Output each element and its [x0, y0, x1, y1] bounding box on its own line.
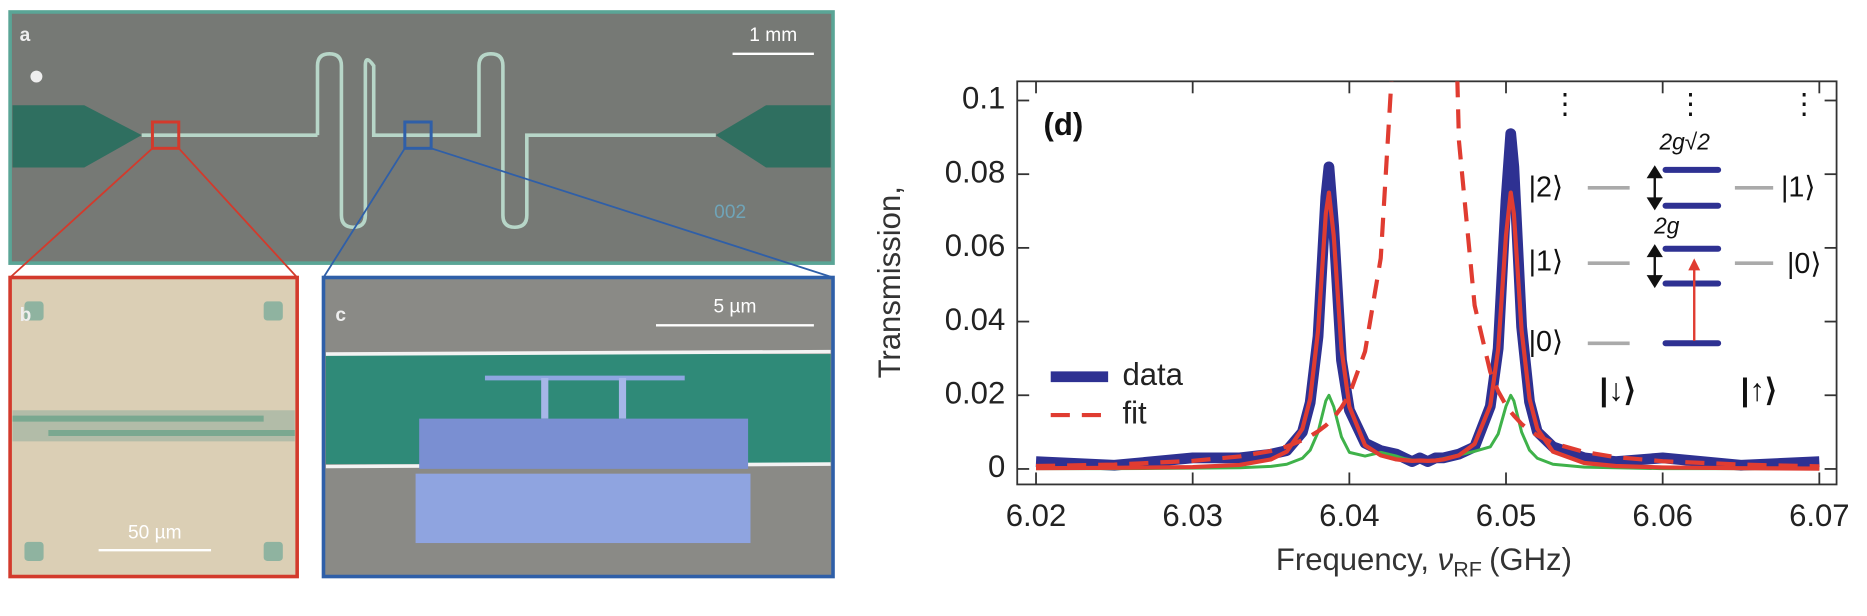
- ellipsis: ⋮: [1676, 88, 1705, 120]
- x-label-symbol: ν: [1438, 542, 1454, 577]
- pad: [24, 541, 44, 561]
- zoom-line: [322, 147, 406, 278]
- splitting-arrows: [1646, 165, 1663, 289]
- series-line: [1035, 81, 1820, 469]
- zoom-box-c: [403, 120, 433, 150]
- x-label-subscript: RF: [1453, 557, 1482, 581]
- inset: ⋮ ⋮ ⋮ |2⟩ |1⟩ |0⟩ |1⟩ |0⟩ 2g√2 2g |↓⟩ |↑…: [1529, 88, 1822, 408]
- state-label: |1⟩: [1781, 172, 1816, 204]
- plot-frame: [1016, 80, 1838, 486]
- panel-label: (d): [1044, 107, 1084, 142]
- scale-bar-label: 1 mm: [749, 25, 797, 46]
- x-tick-label: 6.03: [1162, 498, 1223, 533]
- spin-label: |↓⟩: [1599, 373, 1635, 408]
- y-axis-label: Transmission,: [872, 186, 907, 378]
- y-tick-label: 0.06: [945, 228, 1006, 263]
- resonator: [141, 52, 716, 230]
- scale-bar-label: 5 µm: [713, 296, 756, 317]
- pad: [24, 301, 44, 321]
- series-line: [1035, 190, 1820, 471]
- edge: [325, 349, 831, 356]
- scale-bar-label: 50 µm: [128, 523, 182, 544]
- series-line: [1035, 128, 1820, 471]
- spin-label: |↑⟩: [1741, 373, 1777, 408]
- panel-b: b 50 µm: [8, 275, 299, 579]
- x-tick-label: 6.07: [1789, 498, 1850, 533]
- junction: [541, 377, 627, 419]
- uncoupled-levels: [1587, 185, 1774, 346]
- x-tick-label: 6.02: [1006, 498, 1067, 533]
- reservoir: [415, 473, 751, 544]
- pad: [263, 301, 283, 321]
- x-tick-label: 6.06: [1632, 498, 1693, 533]
- zoom-line: [178, 147, 298, 279]
- panel-label: a: [20, 25, 31, 46]
- x-axis-label: Frequency, νRF (GHz): [1276, 542, 1572, 581]
- electrode: [12, 415, 295, 436]
- feed-left: [12, 105, 142, 168]
- panel-a: a 1 mm 002: [8, 10, 835, 265]
- x-tick-label: 6.05: [1476, 498, 1536, 533]
- zoom-line: [430, 147, 834, 279]
- chip-image: [8, 10, 835, 265]
- state-label: |2⟩: [1529, 172, 1564, 204]
- panel-c: c 5 µm: [321, 275, 835, 579]
- island: [419, 418, 749, 469]
- x-label-unit: (GHz): [1489, 542, 1572, 577]
- y-tick-label: 0: [988, 449, 1005, 484]
- x-tick-label: 6.04: [1319, 498, 1379, 533]
- y-tick-label: 0.02: [945, 375, 1006, 410]
- feed-right: [715, 105, 831, 168]
- y-tick-label: 0.04: [945, 302, 1006, 337]
- plot-lines: [1035, 81, 1820, 471]
- zoom-line: [9, 147, 154, 279]
- splitting-label: 2g√2: [1658, 129, 1710, 155]
- gap: [12, 410, 295, 442]
- legend-label: data: [1122, 357, 1183, 392]
- ellipsis: ⋮: [1551, 88, 1580, 120]
- y-tick-label: 0.08: [945, 154, 1006, 189]
- speck: [30, 70, 43, 83]
- transition-arrowhead: [1688, 258, 1701, 271]
- ellipsis: ⋮: [1790, 88, 1819, 120]
- zoom-box-b: [150, 120, 181, 150]
- chip-text: 002: [714, 202, 746, 223]
- y-tick-label: 0.1: [962, 81, 1005, 116]
- state-label: |1⟩: [1529, 246, 1564, 278]
- splitting-label: 2g: [1653, 212, 1680, 238]
- pad: [263, 541, 283, 561]
- state-label: |0⟩: [1787, 248, 1822, 280]
- x-label-text: Frequency,: [1276, 542, 1429, 577]
- dressed-levels: [1662, 166, 1722, 347]
- state-label: |0⟩: [1529, 326, 1564, 358]
- panel-label: b: [20, 305, 32, 326]
- legend-label: fit: [1122, 395, 1147, 430]
- panel-label: c: [335, 305, 346, 326]
